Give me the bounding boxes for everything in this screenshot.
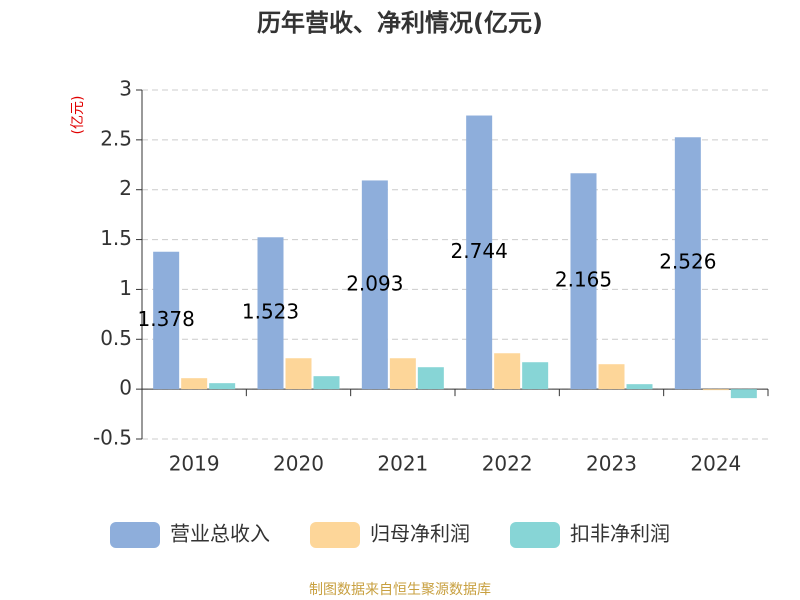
bar xyxy=(417,367,444,390)
legend-swatch xyxy=(510,522,560,548)
bar xyxy=(313,376,340,390)
value-label: 1.523 xyxy=(242,300,299,324)
bar xyxy=(522,362,549,390)
y-tick-label: 2.5 xyxy=(100,126,132,150)
bar xyxy=(730,389,757,399)
bar xyxy=(674,137,701,390)
value-label: 2.165 xyxy=(555,268,612,292)
legend-label: 营业总收入 xyxy=(170,522,270,546)
y-tick-label: 1.5 xyxy=(100,226,132,250)
x-tick-label: 2024 xyxy=(690,452,741,476)
legend-swatch xyxy=(310,522,360,548)
y-tick-label: 1 xyxy=(119,276,132,300)
bar xyxy=(494,353,521,390)
bar xyxy=(570,173,597,390)
x-tick-label: 2019 xyxy=(169,452,220,476)
value-label: 2.526 xyxy=(659,250,716,274)
legend-label: 扣非净利润 xyxy=(570,522,670,546)
bar xyxy=(626,384,653,390)
bar xyxy=(389,358,416,390)
y-tick-label: 3 xyxy=(119,77,132,101)
x-tick-label: 2021 xyxy=(377,452,428,476)
bar xyxy=(257,237,284,390)
legend-swatch xyxy=(110,522,160,548)
bar xyxy=(285,358,312,390)
y-tick-label: 2 xyxy=(119,176,132,200)
y-unit: (亿元) xyxy=(70,96,86,135)
bar xyxy=(466,115,493,390)
value-label: 1.378 xyxy=(138,307,195,331)
bar xyxy=(181,378,208,390)
value-label: 2.744 xyxy=(451,239,508,263)
x-tick-label: 2022 xyxy=(482,452,533,476)
bar xyxy=(702,389,729,391)
bar xyxy=(361,180,388,390)
bar xyxy=(153,251,180,390)
source-note: 制图数据来自恒生聚源数据库 xyxy=(309,582,491,598)
chart-title: 历年营收、净利情况(亿元) xyxy=(257,9,543,37)
x-tick-label: 2020 xyxy=(273,452,324,476)
y-tick-label: 0 xyxy=(119,376,132,400)
y-tick-label: -0.5 xyxy=(93,426,132,450)
bar xyxy=(598,364,625,390)
bar xyxy=(209,383,236,390)
y-tick-label: 0.5 xyxy=(100,326,132,350)
x-tick-label: 2023 xyxy=(586,452,637,476)
value-label: 2.093 xyxy=(346,271,403,295)
legend-label: 归母净利润 xyxy=(370,522,470,546)
